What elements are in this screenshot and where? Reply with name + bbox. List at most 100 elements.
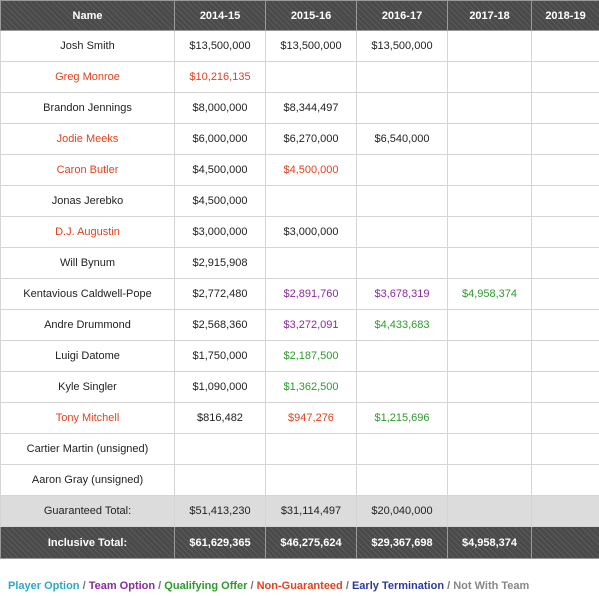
- salary-cell: [531, 30, 599, 62]
- legend-item: Not With Team: [453, 580, 530, 592]
- salary-cell: [531, 464, 599, 496]
- table-row: Josh Smith $13,500,000 $13,500,000 $13,500,…: [0, 30, 599, 62]
- salary-cell: $6,270,000: [265, 123, 357, 155]
- guaranteed-total-2015-16: $31,114,497: [265, 495, 357, 527]
- salary-cell: [265, 433, 357, 465]
- salary-cell: [531, 154, 599, 186]
- salary-cell: [447, 123, 532, 155]
- header-2017-18: 2017-18: [447, 0, 532, 31]
- salary-cell: $10,216,135: [174, 61, 266, 93]
- player-name: Cartier Martin (unsigned): [0, 433, 175, 465]
- legend-separator: /: [155, 580, 165, 592]
- color-legend: Player Option / Team Option / Qualifying…: [8, 580, 529, 592]
- header-2016-17: 2016-17: [356, 0, 448, 31]
- table-row: Greg Monroe $10,216,135: [0, 61, 599, 93]
- header-2014-15: 2014-15: [174, 0, 266, 31]
- table-row: Caron Butler $4,500,000 $4,500,000: [0, 154, 599, 186]
- salary-cell: $2,891,760: [265, 278, 357, 310]
- salary-cell: [174, 433, 266, 465]
- player-name: Greg Monroe: [0, 61, 175, 93]
- salary-cell: $3,000,000: [174, 216, 266, 248]
- salary-cell: [531, 123, 599, 155]
- salary-cell: [447, 61, 532, 93]
- salary-cell: $4,500,000: [174, 154, 266, 186]
- guaranteed-total-label: Guaranteed Total:: [0, 495, 175, 527]
- player-name: D.J. Augustin: [0, 216, 175, 248]
- salary-table: Name 2014-15 2015-16 2016-17 2017-18 201…: [0, 0, 599, 559]
- inclusive-total-row: Inclusive Total: $61,629,365 $46,275,624…: [0, 526, 599, 559]
- salary-cell: [447, 340, 532, 372]
- salary-cell: [265, 464, 357, 496]
- salary-cell: [174, 464, 266, 496]
- salary-cell: [356, 216, 448, 248]
- salary-cell: [531, 92, 599, 124]
- salary-cell: [447, 154, 532, 186]
- salary-cell: [356, 92, 448, 124]
- table-row: Aaron Gray (unsigned): [0, 464, 599, 496]
- legend-separator: /: [342, 580, 352, 592]
- salary-cell: $4,500,000: [174, 185, 266, 217]
- player-name: Josh Smith: [0, 30, 175, 62]
- table-row: Kyle Singler $1,090,000 $1,362,500: [0, 371, 599, 403]
- salary-cell: $2,772,480: [174, 278, 266, 310]
- salary-cell: [447, 371, 532, 403]
- table-row: Kentavious Caldwell-Pope $2,772,480 $2,891…: [0, 278, 599, 310]
- salary-cell: $8,344,497: [265, 92, 357, 124]
- legend-separator: /: [79, 580, 89, 592]
- guaranteed-total-2017-18: [447, 495, 532, 527]
- salary-cell: [356, 154, 448, 186]
- player-name: Andre Drummond: [0, 309, 175, 341]
- salary-cell: [447, 309, 532, 341]
- legend-item: Player Option: [8, 580, 80, 592]
- salary-cell: $4,958,374: [447, 278, 532, 310]
- inclusive-total-2017-18: $4,958,374: [447, 526, 532, 559]
- salary-cell: [447, 216, 532, 248]
- salary-cell: $1,215,696: [356, 402, 448, 434]
- salary-cell: [531, 216, 599, 248]
- salary-cell: [447, 247, 532, 279]
- salary-cell: [447, 433, 532, 465]
- table-row: Luigi Datome $1,750,000 $2,187,500: [0, 340, 599, 372]
- guaranteed-total-2014-15: $51,413,230: [174, 495, 266, 527]
- salary-cell: [531, 278, 599, 310]
- player-name: Caron Butler: [0, 154, 175, 186]
- salary-cell: $8,000,000: [174, 92, 266, 124]
- inclusive-total-2016-17: $29,367,698: [356, 526, 448, 559]
- player-name: Will Bynum: [0, 247, 175, 279]
- legend-separator: /: [247, 580, 257, 592]
- salary-cell: $2,187,500: [265, 340, 357, 372]
- player-name: Jonas Jerebko: [0, 185, 175, 217]
- legend-item: Qualifying Offer: [164, 580, 248, 592]
- player-name: Aaron Gray (unsigned): [0, 464, 175, 496]
- salary-cell: [356, 340, 448, 372]
- inclusive-total-2014-15: $61,629,365: [174, 526, 266, 559]
- salary-cell: [356, 464, 448, 496]
- legend-item: Team Option: [88, 580, 156, 592]
- salary-cell: $2,568,360: [174, 309, 266, 341]
- table-row: Jonas Jerebko $4,500,000: [0, 185, 599, 217]
- player-name: Kyle Singler: [0, 371, 175, 403]
- salary-cell: [265, 185, 357, 217]
- salary-cell: [447, 92, 532, 124]
- salary-cell: [531, 61, 599, 93]
- table-row: D.J. Augustin $3,000,000 $3,000,000: [0, 216, 599, 248]
- legend-item: Non-Guaranteed: [256, 580, 343, 592]
- table-row: Tony Mitchell $816,482 $947,276 $1,215,696: [0, 402, 599, 434]
- salary-cell: $1,750,000: [174, 340, 266, 372]
- inclusive-total-2015-16: $46,275,624: [265, 526, 357, 559]
- salary-cell: $4,433,683: [356, 309, 448, 341]
- salary-cell: $2,915,908: [174, 247, 266, 279]
- salary-cell: [447, 402, 532, 434]
- salary-cell: [531, 402, 599, 434]
- salary-cell: [531, 371, 599, 403]
- salary-cell: [356, 185, 448, 217]
- header-row: Name 2014-15 2015-16 2016-17 2017-18 201…: [0, 0, 599, 31]
- salary-cell: $1,362,500: [265, 371, 357, 403]
- salary-cell: [447, 185, 532, 217]
- player-name: Luigi Datome: [0, 340, 175, 372]
- salary-cell: $4,500,000: [265, 154, 357, 186]
- guaranteed-total-2016-17: $20,040,000: [356, 495, 448, 527]
- salary-cell: $816,482: [174, 402, 266, 434]
- table-row: Brandon Jennings $8,000,000 $8,344,497: [0, 92, 599, 124]
- salary-cell: [265, 247, 357, 279]
